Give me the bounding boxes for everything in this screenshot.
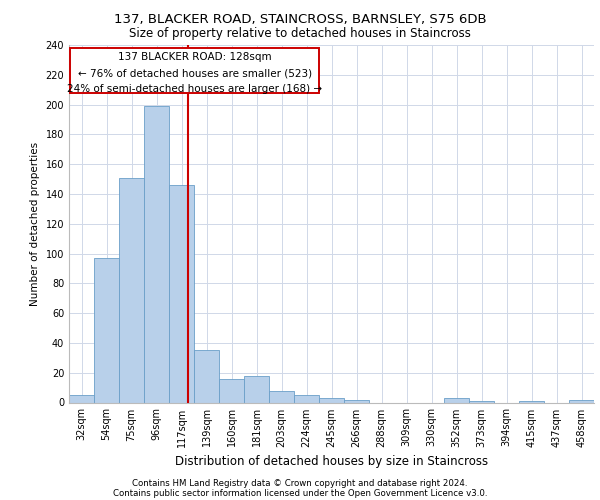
- Bar: [244, 376, 269, 402]
- Text: Contains public sector information licensed under the Open Government Licence v3: Contains public sector information licen…: [113, 488, 487, 498]
- Bar: [219, 378, 244, 402]
- Bar: [119, 178, 144, 402]
- Bar: [319, 398, 344, 402]
- FancyBboxPatch shape: [70, 48, 319, 92]
- Bar: [169, 185, 194, 402]
- Bar: [144, 106, 169, 403]
- Text: 137, BLACKER ROAD, STAINCROSS, BARNSLEY, S75 6DB: 137, BLACKER ROAD, STAINCROSS, BARNSLEY,…: [113, 12, 487, 26]
- Bar: [569, 400, 594, 402]
- Text: 24% of semi-detached houses are larger (168) →: 24% of semi-detached houses are larger (…: [67, 84, 322, 94]
- Bar: [519, 401, 544, 402]
- Bar: [269, 390, 294, 402]
- X-axis label: Distribution of detached houses by size in Staincross: Distribution of detached houses by size …: [175, 455, 488, 468]
- Text: 137 BLACKER ROAD: 128sqm: 137 BLACKER ROAD: 128sqm: [118, 52, 271, 62]
- Text: Size of property relative to detached houses in Staincross: Size of property relative to detached ho…: [129, 28, 471, 40]
- Text: ← 76% of detached houses are smaller (523): ← 76% of detached houses are smaller (52…: [77, 68, 311, 78]
- Bar: [444, 398, 469, 402]
- Bar: [344, 400, 369, 402]
- Bar: [469, 401, 494, 402]
- Bar: [194, 350, 219, 403]
- Bar: [294, 395, 319, 402]
- Text: Contains HM Land Registry data © Crown copyright and database right 2024.: Contains HM Land Registry data © Crown c…: [132, 478, 468, 488]
- Bar: [69, 395, 94, 402]
- Y-axis label: Number of detached properties: Number of detached properties: [30, 142, 40, 306]
- Bar: [94, 258, 119, 402]
